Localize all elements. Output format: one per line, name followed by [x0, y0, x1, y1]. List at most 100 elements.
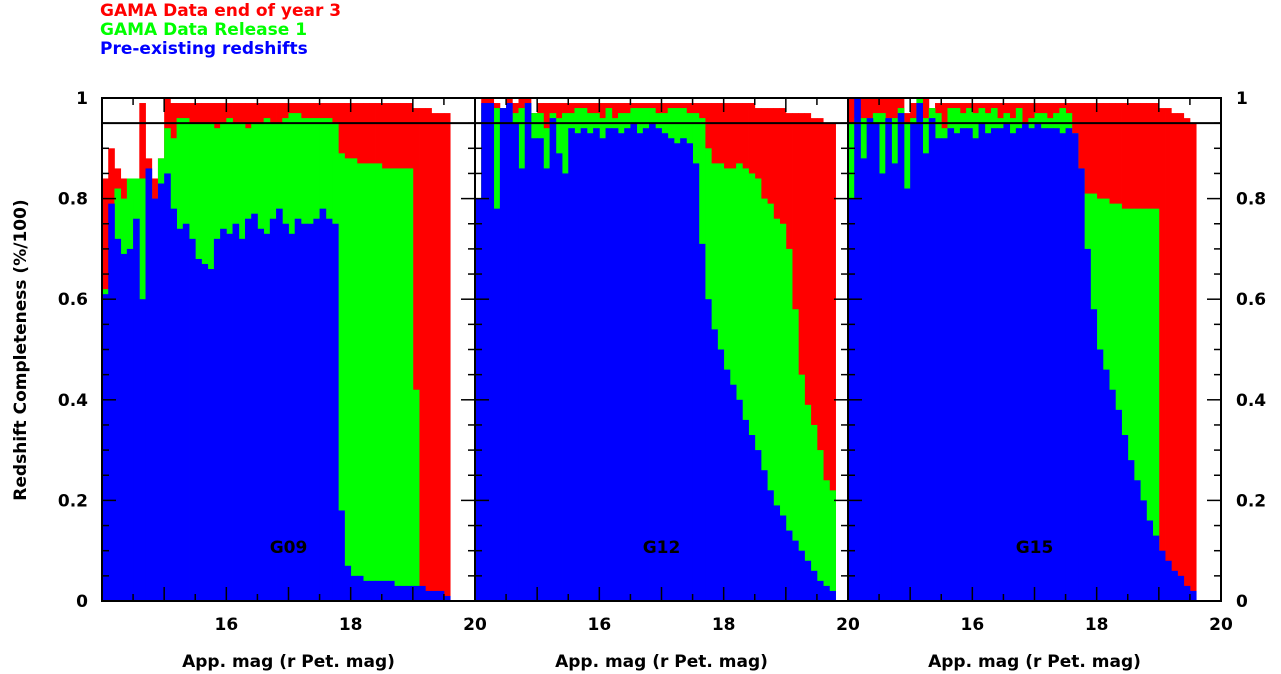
preexisting-bar	[879, 173, 886, 601]
preexisting-bar	[1158, 550, 1166, 601]
preexisting-bar	[966, 128, 973, 601]
preexisting-bar	[1183, 585, 1191, 601]
preexisting-bar	[872, 123, 880, 602]
dr1-bar	[412, 389, 420, 601]
preexisting-bar	[928, 118, 936, 602]
y-tick-label-left: 0.2	[58, 491, 88, 511]
year3-bar	[1171, 113, 1178, 601]
year3-bar	[823, 123, 830, 602]
preexisting-bar	[748, 435, 756, 601]
panel-label: G15	[1016, 538, 1054, 558]
dr1-bar	[785, 248, 793, 601]
preexisting-bar	[990, 128, 998, 601]
preexisting-bar	[1133, 480, 1141, 601]
preexisting-bar	[524, 103, 532, 601]
year3-bar	[443, 113, 451, 601]
x-axis-label: App. mag (r Pet. mag)	[182, 652, 395, 672]
x-tick-label: 20	[836, 615, 860, 635]
preexisting-bar	[816, 580, 824, 601]
preexisting-bar	[102, 294, 109, 601]
dr1-bar	[375, 163, 383, 601]
preexisting-bar	[947, 128, 955, 601]
preexisting-bar	[935, 138, 942, 602]
dr1-bar	[338, 153, 345, 601]
y-tick-label-left: 0	[76, 592, 88, 612]
dr1-bar	[1152, 208, 1160, 601]
dr1-bar	[1140, 208, 1147, 601]
preexisting-bar	[649, 123, 656, 602]
preexisting-bar	[1146, 520, 1154, 601]
preexisting-bar	[195, 258, 202, 601]
preexisting-bar	[680, 138, 687, 602]
preexisting-bar	[226, 233, 233, 601]
year3-bar	[431, 113, 439, 601]
preexisting-bar	[512, 123, 519, 602]
preexisting-bar	[779, 515, 787, 601]
preexisting-bar	[1115, 409, 1122, 601]
panel-g15: 16 18 20 App. mag (r Pet. mag) G15 0 0.2 0.4 0.6…	[847, 89, 1266, 672]
year3-bar	[816, 118, 824, 602]
legend: GAMA Data end of year 3 GAMA Data Releas…	[100, 2, 341, 59]
preexisting-bar	[530, 138, 538, 602]
dr1-bar	[823, 480, 830, 601]
x-tick-label: 20	[463, 615, 487, 635]
preexisting-bar	[120, 253, 128, 601]
preexisting-bar	[792, 540, 799, 601]
preexisting-bar	[425, 590, 432, 601]
dr1-bar	[736, 163, 743, 601]
preexisting-bar	[394, 585, 401, 601]
preexisting-bar	[953, 133, 961, 601]
preexisting-bar	[642, 128, 650, 601]
dr1-bar	[344, 158, 352, 602]
y-tick-label-right: 0.8	[1236, 190, 1266, 210]
preexisting-bar	[586, 133, 594, 601]
preexisting-bar	[1015, 128, 1023, 601]
dr1-bar	[1115, 203, 1122, 601]
preexisting-bar	[810, 570, 818, 601]
preexisting-bar	[375, 580, 383, 601]
year3-bar	[829, 123, 836, 602]
preexisting-bar	[443, 595, 451, 601]
x-axis-label: App. mag (r Pet. mag)	[555, 652, 768, 672]
panel-g12: 16 18 20 App. mag (r Pet. mag) G12	[474, 97, 860, 672]
preexisting-bar	[126, 248, 134, 601]
y-tick-label-right: 0.2	[1236, 491, 1266, 511]
dr1-bar	[400, 168, 408, 602]
dr1-bar	[1133, 208, 1141, 601]
preexisting-bar	[1071, 133, 1079, 601]
preexisting-bar	[108, 203, 115, 601]
preexisting-bar	[176, 228, 184, 601]
preexisting-bar	[1022, 123, 1029, 602]
preexisting-bar	[282, 223, 289, 601]
preexisting-bar	[1065, 128, 1073, 601]
preexisting-bar	[941, 138, 948, 602]
preexisting-bar	[667, 138, 675, 602]
preexisting-bar	[1140, 500, 1147, 601]
preexisting-bar	[157, 183, 165, 601]
preexisting-bar	[251, 213, 258, 601]
preexisting-bar	[1152, 535, 1160, 601]
preexisting-bar	[487, 103, 495, 601]
preexisting-bar	[984, 133, 992, 601]
preexisting-bar	[736, 399, 743, 601]
panel-label: G12	[643, 538, 681, 558]
preexisting-bar	[356, 575, 364, 601]
dr1-bar	[742, 168, 749, 602]
preexisting-bar	[431, 590, 439, 601]
preexisting-bar	[164, 173, 171, 601]
preexisting-bar	[319, 208, 327, 601]
year3-bar	[425, 108, 432, 601]
year3-bar	[1177, 113, 1185, 601]
preexisting-bar	[723, 369, 731, 601]
preexisting-bar	[1090, 309, 1098, 601]
preexisting-bar	[481, 103, 488, 601]
preexisting-bar	[363, 580, 370, 601]
preexisting-bar	[617, 133, 625, 601]
preexisting-bar	[829, 590, 836, 601]
preexisting-bar	[269, 218, 277, 601]
dr1-bar	[798, 374, 805, 601]
dr1-bar	[760, 198, 768, 601]
preexisting-bar	[574, 133, 582, 601]
preexisting-bar	[705, 299, 712, 601]
